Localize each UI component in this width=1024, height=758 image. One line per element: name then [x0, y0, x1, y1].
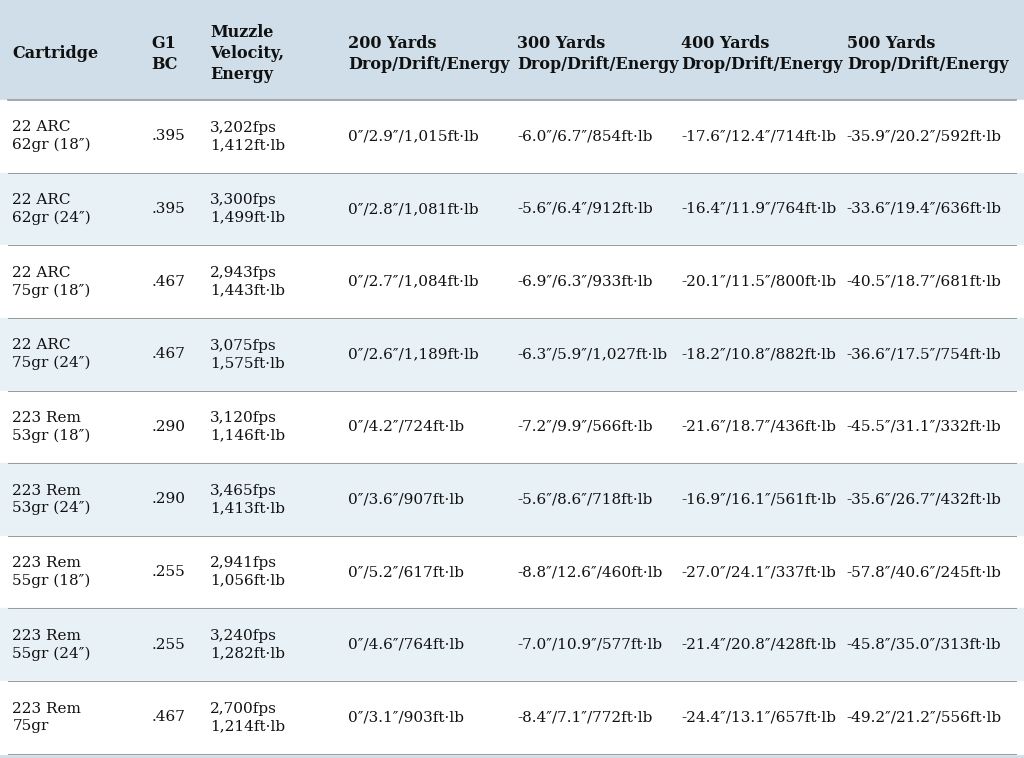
Text: 0″/4.2″/724ft·lb: 0″/4.2″/724ft·lb [348, 420, 464, 434]
Bar [0, 536, 1024, 609]
Text: 0″/2.7″/1,084ft·lb: 0″/2.7″/1,084ft·lb [348, 274, 479, 289]
Text: .467: .467 [152, 347, 185, 362]
Text: 2,941fps
1,056ft·lb: 2,941fps 1,056ft·lb [210, 556, 285, 587]
Text: -20.1″/11.5″/800ft·lb: -20.1″/11.5″/800ft·lb [681, 274, 836, 289]
Text: 2,943fps
1,443ft·lb: 2,943fps 1,443ft·lb [210, 266, 285, 297]
Text: -8.4″/7.1″/772ft·lb: -8.4″/7.1″/772ft·lb [517, 710, 652, 725]
Text: -6.3″/5.9″/1,027ft·lb: -6.3″/5.9″/1,027ft·lb [517, 347, 668, 362]
Text: 22 ARC
75gr (24″): 22 ARC 75gr (24″) [12, 338, 91, 370]
Bar [0, 390, 1024, 463]
Text: .290: .290 [152, 493, 185, 506]
Text: -21.4″/20.8″/428ft·lb: -21.4″/20.8″/428ft·lb [681, 637, 836, 652]
Text: -17.6″/12.4″/714ft·lb: -17.6″/12.4″/714ft·lb [681, 130, 836, 143]
Text: 3,120fps
1,146ft·lb: 3,120fps 1,146ft·lb [210, 411, 285, 443]
Bar [0, 100, 1024, 173]
Text: -16.4″/11.9″/764ft·lb: -16.4″/11.9″/764ft·lb [681, 202, 837, 216]
Text: 223 Rem
75gr: 223 Rem 75gr [12, 702, 81, 733]
Text: 22 ARC
62gr (18″): 22 ARC 62gr (18″) [12, 121, 91, 152]
Text: -7.0″/10.9″/577ft·lb: -7.0″/10.9″/577ft·lb [517, 637, 663, 652]
Bar [0, 609, 1024, 681]
Text: -5.6″/6.4″/912ft·lb: -5.6″/6.4″/912ft·lb [517, 202, 653, 216]
Text: 0″/3.1″/903ft·lb: 0″/3.1″/903ft·lb [348, 710, 464, 725]
Text: .467: .467 [152, 274, 185, 289]
Text: 400 Yards
Drop/Drift/Energy: 400 Yards Drop/Drift/Energy [681, 35, 843, 73]
Text: .255: .255 [152, 565, 185, 579]
Bar [0, 173, 1024, 246]
Text: 2,700fps
1,214ft·lb: 2,700fps 1,214ft·lb [210, 702, 285, 733]
Text: -33.6″/19.4″/636ft·lb: -33.6″/19.4″/636ft·lb [847, 202, 1001, 216]
Text: 3,240fps
1,282ft·lb: 3,240fps 1,282ft·lb [210, 629, 285, 660]
Text: -40.5″/18.7″/681ft·lb: -40.5″/18.7″/681ft·lb [847, 274, 1001, 289]
Text: 500 Yards
Drop/Drift/Energy: 500 Yards Drop/Drift/Energy [847, 35, 1009, 73]
Text: -8.8″/12.6″/460ft·lb: -8.8″/12.6″/460ft·lb [517, 565, 663, 579]
Text: 3,075fps
1,575ft·lb: 3,075fps 1,575ft·lb [210, 339, 285, 370]
Bar [0, 8, 1024, 100]
Text: G1
BC: G1 BC [152, 35, 178, 73]
Text: Cartridge: Cartridge [12, 45, 98, 62]
Text: -16.9″/16.1″/561ft·lb: -16.9″/16.1″/561ft·lb [681, 493, 837, 506]
Text: 223 Rem
53gr (24″): 223 Rem 53gr (24″) [12, 484, 91, 515]
Text: 3,300fps
1,499ft·lb: 3,300fps 1,499ft·lb [210, 193, 285, 224]
Text: 0″/3.6″/907ft·lb: 0″/3.6″/907ft·lb [348, 493, 464, 506]
Text: -45.8″/35.0″/313ft·lb: -45.8″/35.0″/313ft·lb [847, 637, 1001, 652]
Text: 223 Rem
55gr (24″): 223 Rem 55gr (24″) [12, 629, 91, 660]
Text: .467: .467 [152, 710, 185, 725]
Text: 0″/2.6″/1,189ft·lb: 0″/2.6″/1,189ft·lb [348, 347, 479, 362]
Text: -6.9″/6.3″/933ft·lb: -6.9″/6.3″/933ft·lb [517, 274, 652, 289]
Text: 3,202fps
1,412ft·lb: 3,202fps 1,412ft·lb [210, 121, 285, 152]
Bar [0, 246, 1024, 318]
Bar [0, 463, 1024, 536]
Text: -7.2″/9.9″/566ft·lb: -7.2″/9.9″/566ft·lb [517, 420, 652, 434]
Text: 22 ARC
75gr (18″): 22 ARC 75gr (18″) [12, 266, 91, 297]
Text: 22 ARC
62gr (24″): 22 ARC 62gr (24″) [12, 193, 91, 225]
Text: .395: .395 [152, 130, 185, 143]
Text: 0″/2.9″/1,015ft·lb: 0″/2.9″/1,015ft·lb [348, 130, 479, 143]
Text: 223 Rem
53gr (18″): 223 Rem 53gr (18″) [12, 411, 91, 443]
Text: -5.6″/8.6″/718ft·lb: -5.6″/8.6″/718ft·lb [517, 493, 652, 506]
Text: -49.2″/21.2″/556ft·lb: -49.2″/21.2″/556ft·lb [847, 710, 1001, 725]
Text: 0″/2.8″/1,081ft·lb: 0″/2.8″/1,081ft·lb [348, 202, 479, 216]
Text: -57.8″/40.6″/245ft·lb: -57.8″/40.6″/245ft·lb [847, 565, 1001, 579]
Text: .395: .395 [152, 202, 185, 216]
Text: 0″/4.6″/764ft·lb: 0″/4.6″/764ft·lb [348, 637, 464, 652]
Text: -35.9″/20.2″/592ft·lb: -35.9″/20.2″/592ft·lb [847, 130, 1001, 143]
Text: 223 Rem
55gr (18″): 223 Rem 55gr (18″) [12, 556, 91, 588]
Text: 0″/5.2″/617ft·lb: 0″/5.2″/617ft·lb [348, 565, 464, 579]
Text: .255: .255 [152, 637, 185, 652]
Text: -36.6″/17.5″/754ft·lb: -36.6″/17.5″/754ft·lb [847, 347, 1001, 362]
Text: 200 Yards
Drop/Drift/Energy: 200 Yards Drop/Drift/Energy [348, 35, 510, 73]
Bar [0, 318, 1024, 390]
Text: -18.2″/10.8″/882ft·lb: -18.2″/10.8″/882ft·lb [681, 347, 836, 362]
Text: -6.0″/6.7″/854ft·lb: -6.0″/6.7″/854ft·lb [517, 130, 652, 143]
Text: -21.6″/18.7″/436ft·lb: -21.6″/18.7″/436ft·lb [681, 420, 836, 434]
Text: -27.0″/24.1″/337ft·lb: -27.0″/24.1″/337ft·lb [681, 565, 836, 579]
Text: .290: .290 [152, 420, 185, 434]
Text: -24.4″/13.1″/657ft·lb: -24.4″/13.1″/657ft·lb [681, 710, 836, 725]
Bar [0, 681, 1024, 753]
Text: 300 Yards
Drop/Drift/Energy: 300 Yards Drop/Drift/Energy [517, 35, 679, 73]
Text: Muzzle
Velocity,
Energy: Muzzle Velocity, Energy [210, 24, 284, 83]
Text: -35.6″/26.7″/432ft·lb: -35.6″/26.7″/432ft·lb [847, 493, 1001, 506]
Text: 3,465fps
1,413ft·lb: 3,465fps 1,413ft·lb [210, 484, 285, 515]
Text: -45.5″/31.1″/332ft·lb: -45.5″/31.1″/332ft·lb [847, 420, 1001, 434]
